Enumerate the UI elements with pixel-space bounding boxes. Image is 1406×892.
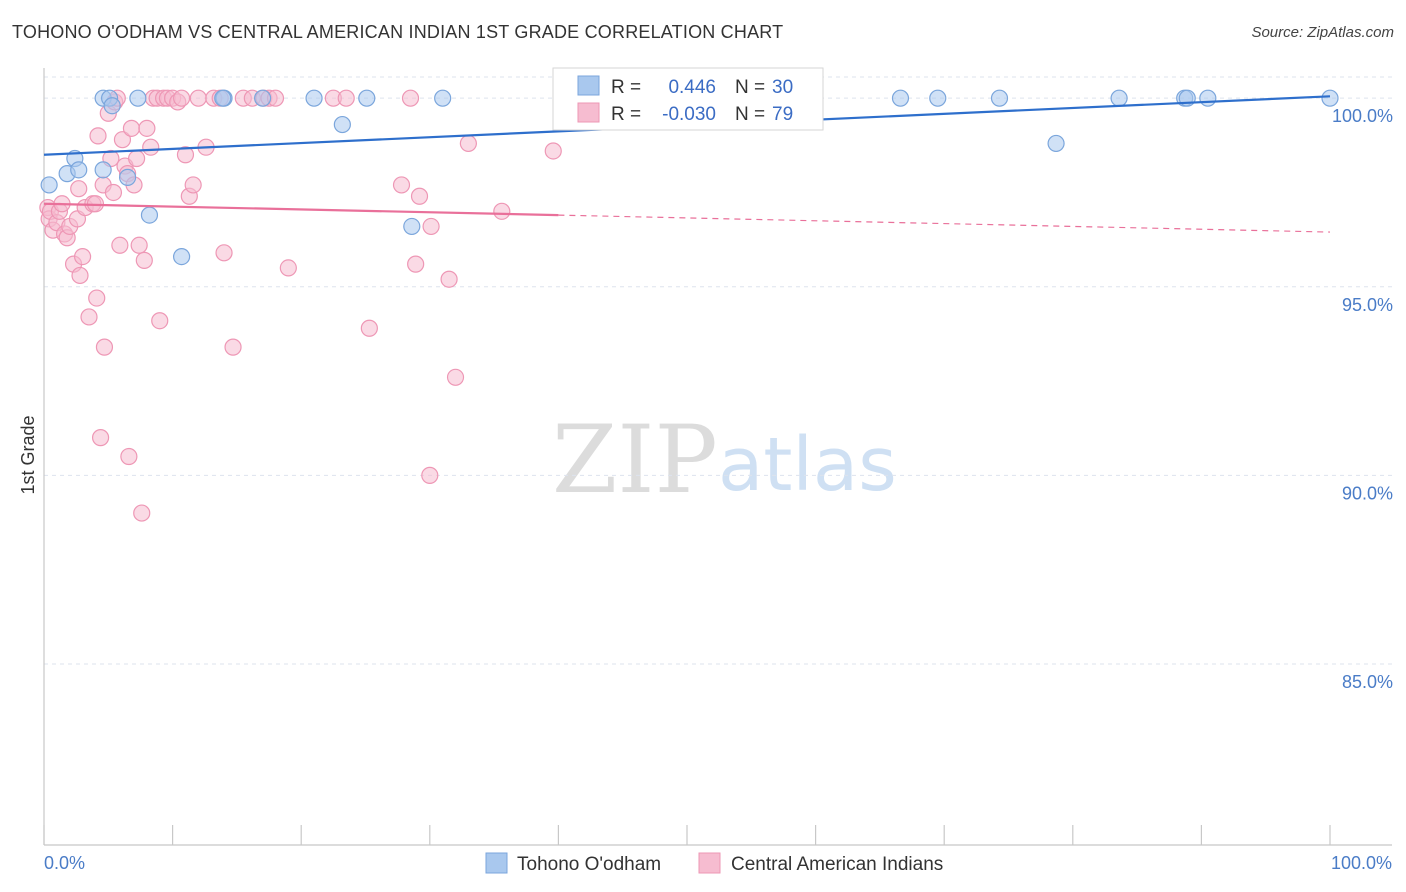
central-american-point xyxy=(459,134,477,153)
legend-label-central-american: Central American Indians xyxy=(731,854,943,875)
central-american-point xyxy=(493,202,511,220)
central-american-point xyxy=(70,180,88,198)
tohono-point xyxy=(1321,89,1339,107)
central-american-point xyxy=(410,187,429,205)
tohono-point xyxy=(358,89,376,107)
central-american-trend-line xyxy=(43,202,559,217)
central-american-point xyxy=(95,338,114,356)
tohono-point xyxy=(305,89,323,107)
stats-swatch-pink xyxy=(577,102,600,123)
tohono-point xyxy=(891,89,910,107)
stats-legend: R = 0.446 N = 30 R = -0.030 N = 79 xyxy=(552,67,824,131)
central-american-point xyxy=(104,183,123,202)
central-american-point xyxy=(446,368,465,386)
x-tick-label-min: 0.0% xyxy=(44,853,85,873)
central-american-point xyxy=(135,251,153,269)
tohono-point xyxy=(140,206,159,224)
central-american-point xyxy=(142,138,160,156)
central-american-point xyxy=(407,255,425,273)
tohono-point xyxy=(40,176,58,194)
central-american-point xyxy=(224,338,242,356)
tohono-point xyxy=(1110,89,1128,107)
tohono-point xyxy=(434,89,452,107)
tohono-point xyxy=(94,161,112,179)
central-american-point xyxy=(133,504,151,522)
central-american-point xyxy=(151,312,169,330)
stats-swatch-blue xyxy=(577,75,600,96)
stats-r-label-pink: R = xyxy=(611,104,641,125)
x-ticks xyxy=(43,825,1331,845)
tohono-point xyxy=(70,161,88,179)
stats-n-value-pink: 79 xyxy=(772,104,793,125)
tohono-point xyxy=(129,89,147,107)
central-american-point xyxy=(544,142,562,160)
stats-n-label-pink: N = xyxy=(735,104,765,125)
tohono-point xyxy=(990,89,1009,107)
stats-n-label-blue: N = xyxy=(735,77,765,98)
chart-title: TOHONO O'ODHAM VS CENTRAL AMERICAN INDIA… xyxy=(12,22,784,42)
central-american-point xyxy=(176,146,195,164)
stats-r-value-pink: -0.030 xyxy=(662,104,716,125)
tohono-point xyxy=(103,97,121,115)
tohono-point xyxy=(214,89,232,107)
bottom-legend: Tohono O'odham Central American Indians xyxy=(485,852,943,875)
y-axis-label: 1st Grade xyxy=(18,415,38,494)
central-american-point xyxy=(360,319,378,337)
central-american-point xyxy=(80,308,98,326)
central-american-point xyxy=(184,176,202,194)
tohono-point xyxy=(333,115,351,134)
stats-r-value-blue: 0.446 xyxy=(668,77,716,98)
source-credit: Source: ZipAtlas.com xyxy=(1251,24,1394,41)
legend-swatch-tohono xyxy=(485,852,508,874)
stats-n-value-blue: 30 xyxy=(772,77,793,98)
central-american-point xyxy=(421,466,439,484)
tohono-point xyxy=(929,89,947,107)
central-american-point xyxy=(279,259,297,277)
tohono-point xyxy=(254,89,272,107)
tohono-point xyxy=(118,168,137,186)
y-tick-label: 90.0% xyxy=(1342,483,1393,503)
central-american-point xyxy=(189,89,207,107)
data-points xyxy=(39,89,1339,522)
central-american-point xyxy=(138,119,156,137)
central-american-point xyxy=(120,447,138,466)
central-american-point xyxy=(401,89,420,107)
y-tick-label: 85.0% xyxy=(1342,672,1393,692)
central-american-trend-line-dashed xyxy=(558,214,1331,233)
y-tick-label: 95.0% xyxy=(1342,295,1393,315)
watermark-atlas: atlas xyxy=(718,422,897,508)
watermark-zip: ZIP xyxy=(552,406,718,515)
central-american-point xyxy=(88,289,106,307)
central-american-point xyxy=(111,236,129,254)
stats-r-label-blue: R = xyxy=(611,77,641,98)
gridlines xyxy=(44,76,1392,665)
central-american-point xyxy=(215,244,233,262)
legend-label-tohono: Tohono O'odham xyxy=(517,854,661,875)
y-tick-label: 100.0% xyxy=(1332,106,1393,126)
tohono-point xyxy=(173,247,191,266)
central-american-point xyxy=(89,127,107,145)
central-american-point xyxy=(440,270,458,288)
central-american-point xyxy=(173,89,191,107)
legend-swatch-central-american xyxy=(698,852,721,874)
central-american-point xyxy=(73,247,92,266)
tohono-point xyxy=(1199,89,1217,107)
central-american-point xyxy=(337,89,355,107)
central-american-point xyxy=(422,217,440,236)
central-american-point xyxy=(91,429,110,447)
y-tick-labels: 85.0% 90.0% 95.0% 100.0% xyxy=(1332,106,1393,692)
central-american-point xyxy=(127,149,146,168)
central-american-point xyxy=(392,176,411,194)
central-american-point xyxy=(71,266,89,285)
central-american-point xyxy=(130,236,148,254)
tohono-point xyxy=(403,217,421,236)
central-american-point xyxy=(122,119,141,137)
x-tick-label-max: 100.0% xyxy=(1331,853,1392,873)
central-american-point xyxy=(113,131,132,149)
tohono-point xyxy=(1047,134,1065,153)
